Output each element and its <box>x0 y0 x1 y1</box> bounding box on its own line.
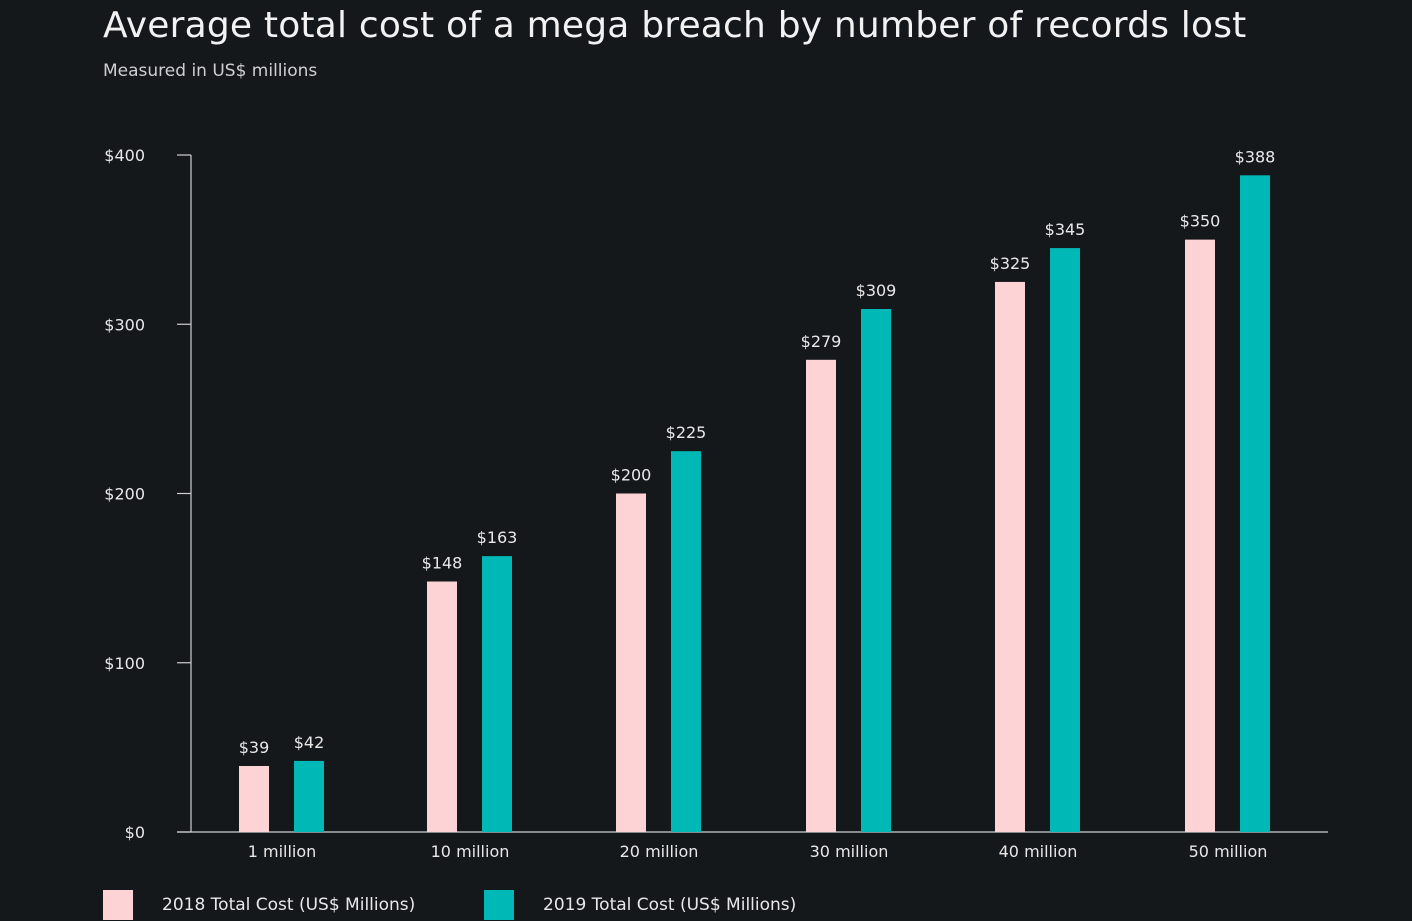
bar-2018[interactable] <box>995 281 1025 832</box>
bars <box>239 175 1270 833</box>
x-tick-label: 50 million <box>1189 842 1268 861</box>
bar-2019[interactable] <box>1050 248 1080 832</box>
data-label: $225 <box>666 423 707 442</box>
bar-2018[interactable] <box>616 493 646 833</box>
x-tick-label: 30 million <box>810 842 889 861</box>
legend-swatch-2019 <box>484 890 514 920</box>
data-label: $42 <box>294 733 325 752</box>
data-label: $388 <box>1235 147 1276 166</box>
data-label: $350 <box>1180 212 1221 231</box>
data-labels: $39 $148 $200 $279 $325 $350 $42 $163 $225 $309 $3… <box>239 147 1276 757</box>
legend-item-2019[interactable]: 2019 Total Cost (US$ Millions) <box>484 890 796 920</box>
bar-2018[interactable] <box>806 359 836 832</box>
data-label: $163 <box>477 528 518 547</box>
legend-swatch-2018 <box>103 890 133 920</box>
y-axis: $0 $100 $200 $300 $400 <box>104 146 192 842</box>
bar-2019[interactable] <box>294 760 324 832</box>
y-tick-label: $0 <box>125 823 145 842</box>
chart-title: Average total cost of a mega breach by n… <box>103 5 1247 46</box>
legend-item-2018[interactable]: 2018 Total Cost (US$ Millions) <box>103 890 415 920</box>
bar-2018[interactable] <box>1185 239 1215 832</box>
bar-2019[interactable] <box>671 451 701 832</box>
bar-2019[interactable] <box>1240 175 1270 832</box>
bar-chart: $0 $100 $200 $300 $400 1 million 10 million 20… <box>104 146 1328 861</box>
y-tick-label: $100 <box>104 654 145 673</box>
data-label: $309 <box>856 281 897 300</box>
bar-2018[interactable] <box>239 765 269 832</box>
bar-2019[interactable] <box>482 556 512 832</box>
y-tick-label: $400 <box>104 146 145 165</box>
legend-label-2019: 2019 Total Cost (US$ Millions) <box>543 895 797 915</box>
data-label: $279 <box>801 332 842 351</box>
x-tick-label: 40 million <box>999 842 1078 861</box>
data-label: $148 <box>422 554 463 573</box>
data-label: $325 <box>990 254 1031 273</box>
legend-label-2018: 2018 Total Cost (US$ Millions) <box>162 895 416 915</box>
data-label: $345 <box>1045 220 1086 239</box>
bar-2018[interactable] <box>427 581 457 832</box>
bar-2019[interactable] <box>861 309 891 833</box>
data-label: $39 <box>239 738 270 757</box>
x-tick-label: 20 million <box>620 842 699 861</box>
y-tick-label: $300 <box>104 315 145 334</box>
y-tick-label: $200 <box>104 485 145 504</box>
data-label: $200 <box>611 466 652 485</box>
x-axis: 1 million 10 million 20 million 30 million 4… <box>177 831 1328 861</box>
chart-subtitle: Measured in US$ millions <box>103 61 318 81</box>
legend: 2018 Total Cost (US$ Millions) 2019 Tota… <box>0 890 1412 921</box>
x-tick-label: 10 million <box>431 842 510 861</box>
x-tick-label: 1 million <box>248 842 317 861</box>
